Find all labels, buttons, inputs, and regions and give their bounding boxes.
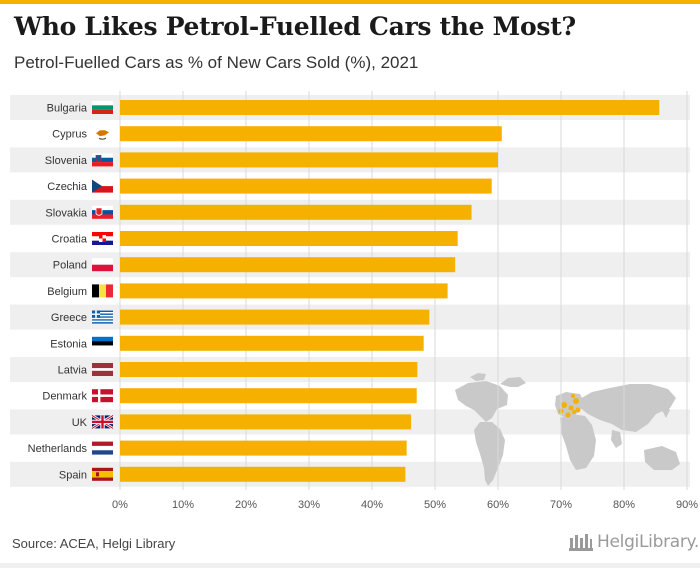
world-map-shape xyxy=(470,373,486,381)
flag-latvia-icon xyxy=(92,363,113,376)
category-label-bulgaria: Bulgaria xyxy=(47,103,88,115)
x-tick-label: 40% xyxy=(361,499,383,511)
world-map-highlight xyxy=(568,405,574,411)
flag-belgium-icon xyxy=(92,284,113,298)
x-tick-label: 80% xyxy=(613,499,635,511)
world-map-highlight xyxy=(571,394,575,398)
world-map-shape xyxy=(662,404,670,418)
x-tick-label: 30% xyxy=(298,499,320,511)
brand-logo: HelgiLibrary. xyxy=(568,532,699,552)
world-map-shape xyxy=(578,384,676,432)
world-map-shape xyxy=(611,430,622,448)
x-tick-label: 70% xyxy=(550,499,572,511)
x-tick-label: 50% xyxy=(424,499,446,511)
category-label-estonia: Estonia xyxy=(50,338,88,350)
bar-cyprus xyxy=(120,126,502,142)
bar-poland xyxy=(120,257,456,273)
bar-croatia xyxy=(120,231,458,246)
flag-denmark-icon xyxy=(92,389,113,403)
world-map-shape xyxy=(500,377,526,387)
bar-uk xyxy=(120,414,412,430)
world-map-shape xyxy=(560,414,596,470)
chart-title: Who Likes Petrol-Fuelled Cars the Most? xyxy=(14,12,576,41)
category-label-slovenia: Slovenia xyxy=(45,155,88,167)
x-tick-label: 10% xyxy=(172,499,194,511)
category-label-denmark: Denmark xyxy=(42,391,87,403)
flag-cyprus-icon xyxy=(96,130,109,140)
bar-netherlands xyxy=(120,440,407,456)
flag-estonia-icon xyxy=(92,336,113,350)
flag-slovakia-icon xyxy=(92,205,113,219)
category-label-belgium: Belgium xyxy=(47,286,87,298)
bar-greece xyxy=(120,309,430,325)
flag-slovenia-icon xyxy=(92,153,113,167)
bar-estonia xyxy=(120,335,424,351)
category-label-netherlands: Netherlands xyxy=(28,443,88,455)
category-label-croatia: Croatia xyxy=(52,234,88,246)
category-label-latvia: Latvia xyxy=(58,365,88,377)
bar-belgium xyxy=(120,283,448,299)
flag-spain-icon xyxy=(92,467,113,481)
world-map-highlight xyxy=(561,402,567,408)
flag-croatia-icon xyxy=(92,232,113,245)
world-map-highlight xyxy=(575,407,581,413)
flag-netherlands-icon xyxy=(92,441,113,455)
world-map-highlight xyxy=(565,412,571,418)
x-tick-label: 90% xyxy=(676,499,698,511)
category-label-uk: UK xyxy=(72,417,88,429)
x-tick-label: 0% xyxy=(112,499,128,511)
category-label-slovakia: Slovakia xyxy=(45,207,87,219)
source-note: Source: ACEA, Helgi Library xyxy=(12,536,176,551)
world-map-shape xyxy=(474,422,505,486)
category-label-cyprus: Cyprus xyxy=(52,129,87,141)
brand-name: HelgiLibrary. xyxy=(597,532,700,552)
bar-slovakia xyxy=(120,204,472,220)
bar-czechia xyxy=(120,178,492,194)
bar-spain xyxy=(120,466,406,482)
flag-bulgaria-icon xyxy=(92,101,113,114)
top-accent-bar xyxy=(0,0,700,4)
x-tick-label: 60% xyxy=(487,499,509,511)
category-label-czechia: Czechia xyxy=(47,181,88,193)
bottom-divider xyxy=(0,563,700,568)
world-map-highlight xyxy=(572,410,576,414)
bar-slovenia xyxy=(120,152,498,168)
bar-latvia xyxy=(120,362,418,377)
chart-subtitle: Petrol-Fuelled Cars as % of New Cars Sol… xyxy=(14,53,419,72)
bar-chart: 0% 10% 20% 30% 40% 50% 60% 70% 80% 90% Bulgaria Cyp… xyxy=(10,91,698,511)
bar-bulgaria xyxy=(120,100,660,115)
world-map-shape xyxy=(644,446,680,470)
flag-greece-icon xyxy=(92,310,113,324)
world-map-shape xyxy=(455,381,508,422)
flag-uk-icon xyxy=(91,414,114,430)
category-label-spain: Spain xyxy=(59,469,87,481)
x-tick-label: 20% xyxy=(235,499,257,511)
category-label-greece: Greece xyxy=(51,312,87,324)
bar-denmark xyxy=(120,388,417,404)
flag-czechia-icon xyxy=(92,179,113,193)
flag-poland-icon xyxy=(92,258,113,272)
library-columns-icon xyxy=(569,534,593,551)
category-label-poland: Poland xyxy=(53,260,87,272)
world-map-highlight xyxy=(573,398,579,404)
